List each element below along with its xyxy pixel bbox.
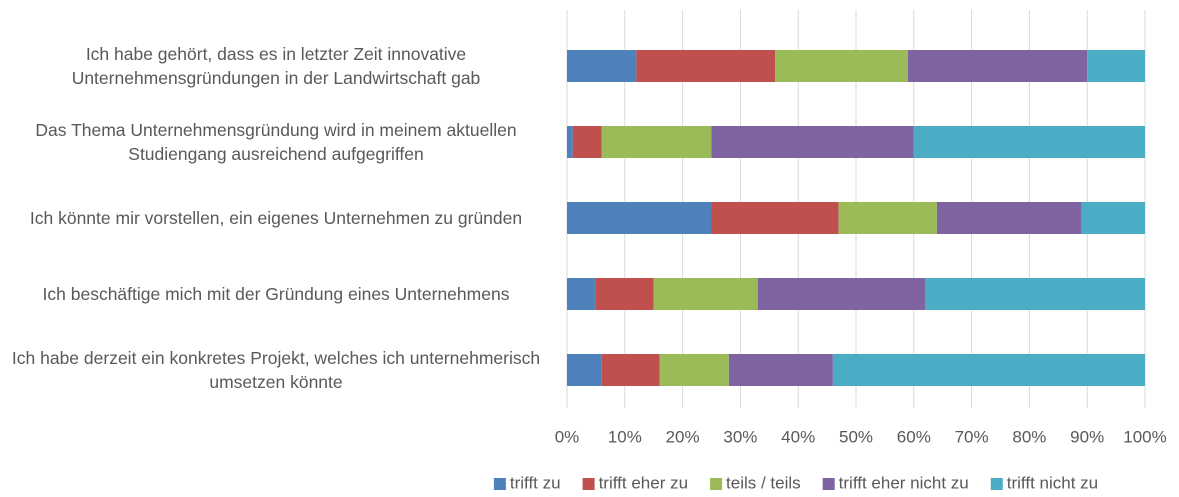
bar-segment: [1081, 202, 1145, 234]
x-tick-label: 30%: [723, 427, 757, 446]
x-tick-label: 20%: [666, 427, 700, 446]
bar-segment: [601, 354, 660, 386]
bar-segment: [908, 50, 1088, 82]
bar-segment: [572, 126, 602, 158]
bar-segment: [1087, 50, 1145, 82]
legend-label: teils / teils: [726, 473, 801, 492]
legend-label: trifft nicht zu: [1007, 473, 1098, 492]
legend-swatch: [822, 478, 835, 490]
x-tick-label: 100%: [1123, 427, 1166, 446]
x-tick-label: 90%: [1070, 427, 1104, 446]
bar-segment: [775, 50, 909, 82]
bar-segment: [567, 354, 602, 386]
bar-segment: [567, 50, 637, 82]
bar-segment: [601, 126, 712, 158]
legend-label: trifft eher zu: [599, 473, 688, 492]
legend-swatch: [582, 478, 595, 490]
x-tick-label: 40%: [781, 427, 815, 446]
category-label: Das Thema Unternehmensgründung wird in m…: [35, 120, 517, 164]
bar-segment: [832, 354, 1145, 386]
x-tick-label: 0%: [555, 427, 580, 446]
legend-swatch: [493, 478, 506, 490]
bar-segment: [711, 202, 839, 234]
category-label: Ich beschäftige mich mit der Gründung ei…: [42, 284, 510, 304]
legend-swatch: [710, 478, 723, 490]
bar-segment: [913, 126, 1145, 158]
legend-label: trifft zu: [510, 473, 561, 492]
bar-segment: [595, 278, 654, 310]
x-tick-label: 50%: [839, 427, 873, 446]
bar-segment: [711, 126, 914, 158]
x-tick-label: 60%: [897, 427, 931, 446]
bar-segment: [636, 50, 776, 82]
bar-segment: [567, 202, 712, 234]
legend-swatch: [990, 478, 1003, 490]
bar-segment: [925, 278, 1145, 310]
bar-segment: [659, 354, 729, 386]
x-tick-label: 70%: [955, 427, 989, 446]
bar-segment: [653, 278, 758, 310]
category-label: Ich habe derzeit ein konkretes Projekt, …: [11, 348, 541, 392]
bar-segment: [936, 202, 1082, 234]
bar-segment: [838, 202, 937, 234]
legend-label: trifft eher nicht zu: [839, 473, 969, 492]
bar-segment: [567, 126, 573, 158]
category-label: Ich habe gehört, dass es in letzter Zeit…: [71, 44, 481, 88]
category-label: Ich könnte mir vorstellen, ein eigenes U…: [29, 208, 523, 228]
x-tick-label: 80%: [1012, 427, 1046, 446]
bar-segment: [728, 354, 833, 386]
bar-segment: [757, 278, 926, 310]
bar-segment: [567, 278, 596, 310]
x-tick-label: 10%: [608, 427, 642, 446]
